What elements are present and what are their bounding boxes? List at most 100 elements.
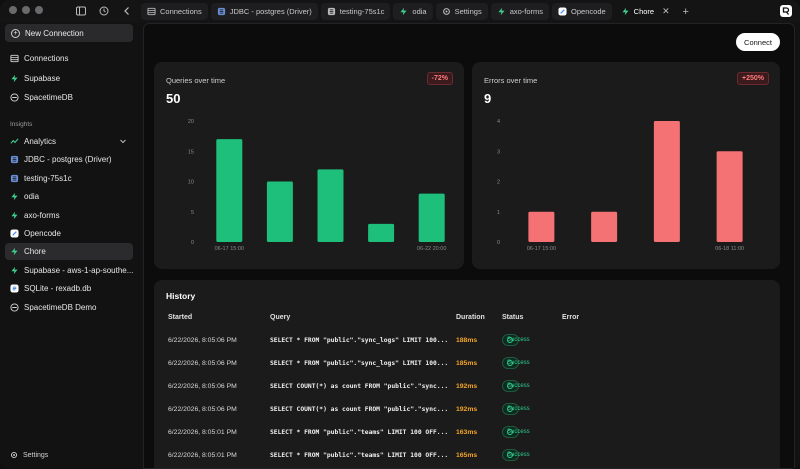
table-row[interactable]: 6/22/2026, 8:05:06 PM SELECT COUNT(*) as … xyxy=(154,376,780,399)
chart-bar[interactable] xyxy=(528,211,555,242)
y-tick-label: 4 xyxy=(497,119,500,125)
sidebar-item-jdbc-postgres-driver[interactable]: JDBC - postgres (Driver) xyxy=(5,151,133,168)
chart-bar[interactable] xyxy=(216,139,243,242)
status-label: Success xyxy=(507,337,530,343)
cell-query: SELECT * FROM "public"."teams" LIMIT 100… xyxy=(270,429,449,436)
connect-button[interactable]: Connect xyxy=(736,33,780,51)
cell-started: 6/22/2026, 8:05:01 PM xyxy=(168,452,237,459)
status-badge: Success xyxy=(502,334,530,346)
new-connection-label: New Connection xyxy=(25,28,84,38)
chart-bar[interactable] xyxy=(368,223,395,242)
y-tick-label: 10 xyxy=(188,180,194,186)
cell-query: SELECT * FROM "public"."teams" LIMIT 100… xyxy=(270,452,449,459)
tab-jdbc-postgres-driver[interactable]: JDBC - postgres (Driver) xyxy=(210,3,318,20)
chart-bar[interactable] xyxy=(266,181,293,243)
window-controls xyxy=(9,6,43,14)
insights-section-label: Insights xyxy=(10,121,33,128)
column-header[interactable]: Started xyxy=(168,314,193,321)
tab-label: Opencode xyxy=(571,7,606,16)
cell-duration: 192ms xyxy=(456,406,478,413)
tab-label: Settings xyxy=(454,7,482,16)
table-row[interactable]: 6/22/2026, 8:05:06 PM SELECT * FROM "publ… xyxy=(154,330,780,353)
sidebar-item-odia[interactable]: odia xyxy=(5,188,133,205)
sidebar-item-label: Supabase xyxy=(24,73,61,83)
minimize-window-button[interactable] xyxy=(22,6,30,14)
opencode-icon xyxy=(558,7,567,16)
table-icon xyxy=(147,7,156,16)
supabase-icon xyxy=(10,247,19,256)
sidebar-item-supabase-aws-1-ap-southe[interactable]: Supabase - aws-1-ap-southe... xyxy=(5,262,133,279)
supabase-icon xyxy=(10,192,19,201)
sidebar-item-label: JDBC - postgres (Driver) xyxy=(24,155,112,165)
column-header[interactable]: Status xyxy=(502,314,524,321)
cell-duration: 163ms xyxy=(456,429,478,436)
sidebar-item-sqlite-rexadb-db[interactable]: SQLite - rexadb.db xyxy=(5,280,133,297)
table-icon xyxy=(10,54,19,63)
column-header[interactable]: Query xyxy=(270,314,291,321)
sidebar-item-label: Analytics xyxy=(24,137,57,146)
opencode-icon xyxy=(10,229,19,238)
check-circle-icon xyxy=(507,360,513,366)
sidebar-item-label: SpacetimeDB xyxy=(24,93,73,102)
tab-settings[interactable]: Settings xyxy=(435,3,488,20)
queries-change-badge: -72% xyxy=(426,72,453,85)
errors-card-value: 9 xyxy=(484,91,492,106)
close-window-button[interactable] xyxy=(9,6,17,14)
tab-testing-75s1c[interactable]: testing-75s1c xyxy=(320,3,391,20)
errors-card: Errors over time 9 +250% 0 1 2 3 4 06-17 15:0… xyxy=(472,62,780,269)
table-row[interactable]: 6/22/2026, 8:05:06 PM SELECT * FROM "publ… xyxy=(154,353,780,376)
table-row[interactable]: 6/22/2026, 8:05:06 PM SELECT COUNT(*) as … xyxy=(154,399,780,422)
cell-query: SELECT * FROM "public"."sync_logs" LIMIT… xyxy=(270,360,449,367)
check-circle-icon xyxy=(507,429,513,435)
spacetime-icon xyxy=(10,303,19,312)
maximize-window-button[interactable] xyxy=(35,6,43,14)
back-arrow-icon[interactable] xyxy=(120,4,134,18)
tab-chore[interactable]: Chore ✕ xyxy=(614,3,676,20)
y-tick-label: 3 xyxy=(497,149,500,155)
chart-bar[interactable] xyxy=(591,211,618,242)
cell-started: 6/22/2026, 8:05:06 PM xyxy=(168,406,237,413)
status-badge: Success xyxy=(502,449,530,461)
status-label: Success xyxy=(507,360,530,366)
chart-bar[interactable] xyxy=(418,193,445,242)
chart-bar[interactable] xyxy=(653,121,680,242)
sidebar-item-supabase[interactable]: Supabase xyxy=(5,70,133,87)
sidebar-item-opencode[interactable]: Opencode xyxy=(5,225,133,242)
new-connection-button[interactable]: + New Connection xyxy=(5,24,133,42)
sidebar-item-chore[interactable]: Chore xyxy=(5,243,133,261)
chart-bar[interactable] xyxy=(716,151,743,242)
tab-connections[interactable]: Connections xyxy=(141,3,208,20)
status-badge: Success xyxy=(502,403,530,415)
sidebar-item-connections[interactable]: Connections xyxy=(5,50,133,67)
sidebar-toggle-icon[interactable] xyxy=(74,4,88,18)
cell-query: SELECT COUNT(*) as count FROM "public"."… xyxy=(270,383,449,390)
tab-odia[interactable]: odia xyxy=(393,3,433,20)
sidebar-item-spacetimedb-demo[interactable]: SpacetimeDB Demo xyxy=(5,299,133,316)
queries-card-value: 50 xyxy=(166,91,181,106)
column-header[interactable]: Duration xyxy=(456,314,485,321)
supabase-icon xyxy=(10,74,19,83)
tab-opencode[interactable]: Opencode xyxy=(552,3,612,20)
chart-bar[interactable] xyxy=(317,169,344,242)
sidebar-item-spacetimedb[interactable]: SpacetimeDB xyxy=(5,89,133,106)
status-label: Success xyxy=(507,383,530,389)
sidebar: + New Connection Connections Supabase Spac… xyxy=(0,23,138,469)
sidebar-item-axo-forms[interactable]: axo-forms xyxy=(5,207,133,224)
database-icon xyxy=(10,174,19,183)
y-tick-label: 20 xyxy=(188,119,194,125)
x-tick-label: 06-18 11:00 xyxy=(715,246,744,252)
sidebar-settings-button[interactable]: Settings xyxy=(10,451,48,459)
table-row[interactable]: 6/22/2026, 8:05:01 PM SELECT * FROM "publ… xyxy=(154,445,780,468)
sidebar-item-testing-75s1c[interactable]: testing-75s1c xyxy=(5,170,133,187)
tab-axo-forms[interactable]: axo-forms xyxy=(490,3,550,20)
table-row[interactable]: 6/22/2026, 8:05:01 PM SELECT * FROM "publ… xyxy=(154,422,780,445)
sidebar-item-analytics[interactable]: Analytics xyxy=(5,133,133,150)
chevron-down-icon[interactable] xyxy=(119,137,127,145)
history-icon[interactable] xyxy=(97,4,111,18)
new-tab-button[interactable]: + xyxy=(682,5,689,18)
queries-card: Queries over time 50 -72% 0 5 10 15 20 06-17 … xyxy=(154,62,464,269)
column-header[interactable]: Error xyxy=(562,314,580,321)
history-table-header: Started Query Duration Status Error xyxy=(154,314,780,326)
close-tab-icon[interactable]: ✕ xyxy=(662,6,670,16)
